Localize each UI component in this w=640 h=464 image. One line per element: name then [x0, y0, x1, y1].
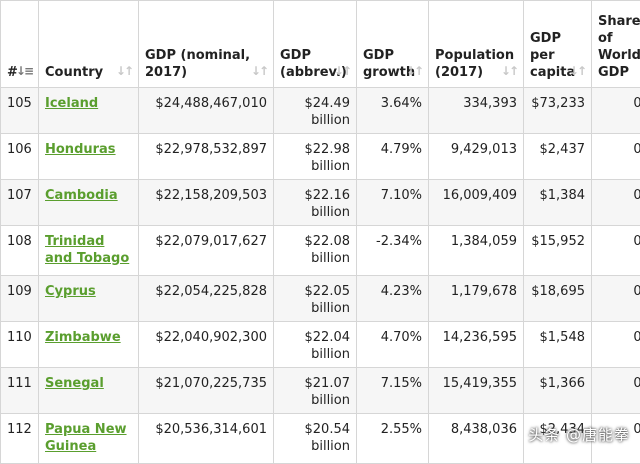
sort-arrows-icon[interactable]: ↓↑ [406, 63, 422, 80]
header-share-world[interactable]: Share of World GDP [592, 1, 640, 88]
share-world-cell: 0.0 [592, 88, 640, 134]
header-label: GDP (nominal, 2017) [145, 47, 267, 81]
gdp-nominal-cell: $22,040,902,300 [139, 322, 274, 368]
header-gdp-per-capita[interactable]: GDP per capita ↓↑ [524, 1, 592, 88]
gdp-per-capita-cell: $1,366 [524, 368, 592, 414]
table-row: 107 Cambodia $22,158,209,503 $22.16 bill… [1, 180, 640, 226]
table-row: 109 Cyprus $22,054,225,828 $22.05 billio… [1, 276, 640, 322]
header-gdp-nominal[interactable]: GDP (nominal, 2017) ↓↑ [139, 1, 274, 88]
header-rank[interactable]: # ↓≡ [1, 1, 39, 88]
country-link[interactable]: Senegal [45, 376, 104, 391]
country-link[interactable]: Iceland [45, 96, 98, 111]
rank-cell: 110 [1, 322, 39, 368]
share-world-cell: 0.0 [592, 134, 640, 180]
gdp-per-capita-cell: $1,384 [524, 180, 592, 226]
gdp-nominal-cell: $22,158,209,503 [139, 180, 274, 226]
gdp-per-capita-cell: $1,548 [524, 322, 592, 368]
population-cell: 8,438,036 [429, 414, 524, 464]
country-cell: Cyprus [39, 276, 139, 322]
country-cell: Trinidad and Tobago [39, 226, 139, 276]
gdp-per-capita-cell: $73,233 [524, 88, 592, 134]
country-link[interactable]: Cambodia [45, 188, 118, 203]
gdp-abbrev-cell: $21.07 billion [274, 368, 357, 414]
gdp-abbrev-cell: $22.04 billion [274, 322, 357, 368]
share-world-cell: 0.0 [592, 180, 640, 226]
sort-arrows-icon[interactable]: ↓↑ [334, 63, 350, 80]
rank-cell: 107 [1, 180, 39, 226]
table-row: 108 Trinidad and Tobago $22,079,017,627 … [1, 226, 640, 276]
share-world-cell: 0.0 [592, 322, 640, 368]
rank-cell: 108 [1, 226, 39, 276]
table-row: 106 Honduras $22,978,532,897 $22.98 bill… [1, 134, 640, 180]
population-cell: 14,236,595 [429, 322, 524, 368]
rank-cell: 106 [1, 134, 39, 180]
gdp-growth-cell: 4.70% [357, 322, 429, 368]
gdp-growth-cell: 7.15% [357, 368, 429, 414]
table-header-row: # ↓≡ Country ↓↑ GDP (nominal, 2017) ↓↑ G… [1, 1, 640, 88]
gdp-abbrev-cell: $24.49 billion [274, 88, 357, 134]
rank-cell: 105 [1, 88, 39, 134]
population-cell: 9,429,013 [429, 134, 524, 180]
gdp-growth-cell: -2.34% [357, 226, 429, 276]
gdp-nominal-cell: $24,488,467,010 [139, 88, 274, 134]
sort-arrows-icon[interactable]: ↓↑ [501, 63, 517, 80]
sort-arrows-icon[interactable]: ↓↑ [251, 63, 267, 80]
gdp-abbrev-cell: $22.05 billion [274, 276, 357, 322]
gdp-abbrev-cell: $22.16 billion [274, 180, 357, 226]
header-label: Share of World GDP [598, 13, 640, 81]
sort-arrows-icon[interactable]: ↓↑ [569, 63, 585, 80]
rank-cell: 111 [1, 368, 39, 414]
country-cell: Honduras [39, 134, 139, 180]
gdp-nominal-cell: $22,054,225,828 [139, 276, 274, 322]
country-cell: Iceland [39, 88, 139, 134]
country-link[interactable]: Cyprus [45, 284, 96, 299]
gdp-abbrev-cell: $20.54 billion [274, 414, 357, 464]
table-row: 110 Zimbabwe $22,040,902,300 $22.04 bill… [1, 322, 640, 368]
country-cell: Senegal [39, 368, 139, 414]
gdp-growth-cell: 7.10% [357, 180, 429, 226]
country-link[interactable]: Honduras [45, 142, 116, 157]
gdp-growth-cell: 4.79% [357, 134, 429, 180]
sort-arrows-icon[interactable]: ↓↑ [116, 63, 132, 80]
population-cell: 1,179,678 [429, 276, 524, 322]
gdp-growth-cell: 2.55% [357, 414, 429, 464]
gdp-nominal-cell: $21,070,225,735 [139, 368, 274, 414]
table-row: 105 Iceland $24,488,467,010 $24.49 billi… [1, 88, 640, 134]
population-cell: 16,009,409 [429, 180, 524, 226]
population-cell: 1,384,059 [429, 226, 524, 276]
gdp-nominal-cell: $22,079,017,627 [139, 226, 274, 276]
country-link[interactable]: Zimbabwe [45, 330, 121, 345]
header-population[interactable]: Population (2017) ↓↑ [429, 1, 524, 88]
share-world-cell: 0.0 [592, 226, 640, 276]
header-gdp-abbrev[interactable]: GDP (abbrev.) ↓↑ [274, 1, 357, 88]
gdp-growth-cell: 4.23% [357, 276, 429, 322]
country-cell: Papua New Guinea [39, 414, 139, 464]
population-cell: 15,419,355 [429, 368, 524, 414]
sort-numeric-icon[interactable]: ↓≡ [16, 63, 32, 80]
gdp-abbrev-cell: $22.08 billion [274, 226, 357, 276]
gdp-per-capita-cell: $15,952 [524, 226, 592, 276]
header-gdp-growth[interactable]: GDP growth ↓↑ [357, 1, 429, 88]
rank-cell: 109 [1, 276, 39, 322]
gdp-per-capita-cell: $18,695 [524, 276, 592, 322]
population-cell: 334,393 [429, 88, 524, 134]
country-cell: Cambodia [39, 180, 139, 226]
gdp-nominal-cell: $22,978,532,897 [139, 134, 274, 180]
gdp-abbrev-cell: $22.98 billion [274, 134, 357, 180]
header-country[interactable]: Country ↓↑ [39, 1, 139, 88]
share-world-cell: 0.0 [592, 276, 640, 322]
table-row: 111 Senegal $21,070,225,735 $21.07 billi… [1, 368, 640, 414]
gdp-growth-cell: 3.64% [357, 88, 429, 134]
watermark: 头条 @唐能拳 [528, 424, 630, 445]
country-cell: Zimbabwe [39, 322, 139, 368]
share-world-cell: 0.0 [592, 368, 640, 414]
gdp-nominal-cell: $20,536,314,601 [139, 414, 274, 464]
rank-cell: 112 [1, 414, 39, 464]
country-link[interactable]: Trinidad and Tobago [45, 234, 129, 266]
gdp-per-capita-cell: $2,437 [524, 134, 592, 180]
country-link[interactable]: Papua New Guinea [45, 422, 127, 454]
